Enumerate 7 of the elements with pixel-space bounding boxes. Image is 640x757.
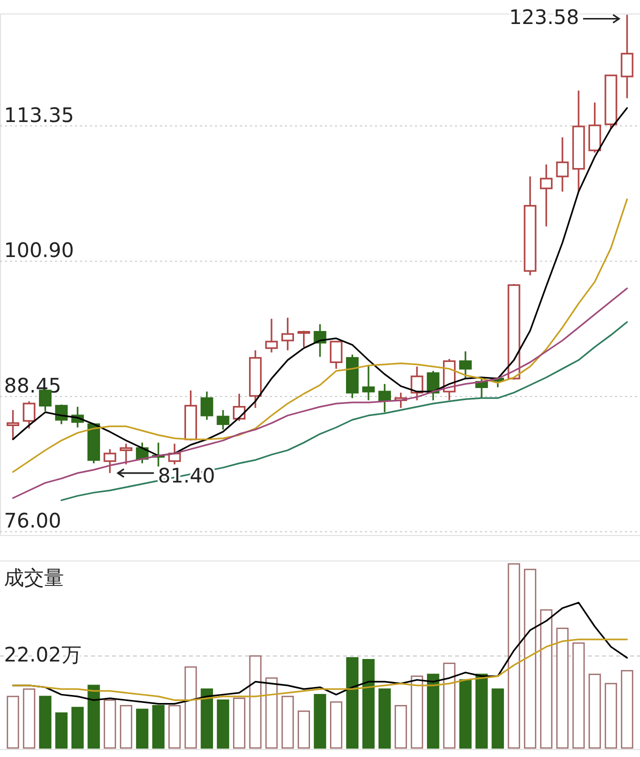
annotation: 成交量 <box>4 565 64 590</box>
ref-label: 22.02万 <box>4 642 82 666</box>
tick-label: 113.35 <box>4 102 74 127</box>
tick-label: 76.00 <box>4 508 62 533</box>
annotation: 123.58 <box>509 5 580 30</box>
tick-label: 88.45 <box>4 373 62 398</box>
tick-label: 100.90 <box>4 238 74 262</box>
